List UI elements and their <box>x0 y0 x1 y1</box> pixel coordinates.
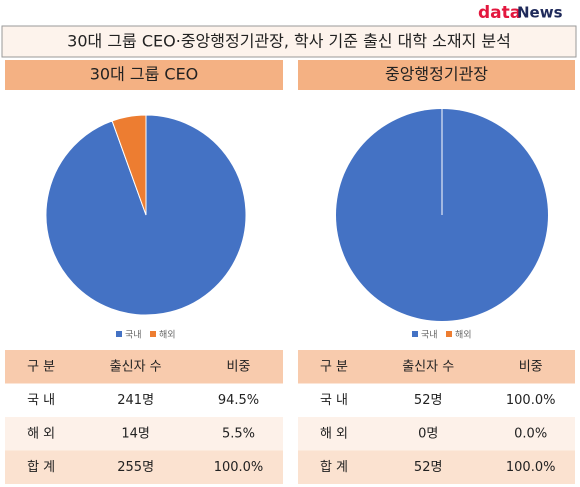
table-cell: 해 외 <box>320 427 348 442</box>
table-cell: 100.0% <box>506 460 556 475</box>
table-cell: 100.0% <box>214 460 264 475</box>
table-row <box>5 350 283 384</box>
legend-swatch <box>116 331 122 337</box>
chart-title: 중앙행정기관장 <box>385 65 488 84</box>
legend-swatch <box>150 331 156 337</box>
legend-label: 국내 <box>125 330 142 341</box>
table-row <box>5 417 283 451</box>
table-cell: 국 내 <box>320 393 348 408</box>
title-box <box>1 25 577 58</box>
table-header-cell: 비중 <box>227 360 251 375</box>
chart-header <box>298 60 575 90</box>
table-cell: 해 외 <box>27 427 55 442</box>
table-header-cell: 구 분 <box>320 360 348 375</box>
table-cell: 255명 <box>117 460 154 475</box>
title: 30대 그룹 CEO·중앙행정기관장, 학사 기준 출신 대학 소재지 분석 <box>67 32 511 51</box>
table-cell: 94.5% <box>218 393 259 408</box>
table-header-cell: 비중 <box>519 360 543 375</box>
table-header-cell: 출신자 수 <box>402 360 454 375</box>
table-header-cell: 출신자 수 <box>110 360 162 375</box>
table-cell: 100.0% <box>506 393 556 408</box>
legend-swatch <box>412 331 418 337</box>
table-cell: 합 계 <box>320 460 348 475</box>
table-row <box>5 383 283 417</box>
chart-header <box>5 60 283 90</box>
table-row <box>5 450 283 484</box>
chart-title: 30대 그룹 CEO <box>90 65 199 84</box>
table-row <box>298 417 575 451</box>
table-cell: 0명 <box>418 427 438 442</box>
logo-brand: data <box>478 3 521 23</box>
table-row <box>298 450 575 484</box>
table-row <box>298 383 575 417</box>
table-header-cell: 구 분 <box>27 360 55 375</box>
table-cell: 5.5% <box>222 427 255 442</box>
table-cell: 0.0% <box>514 427 547 442</box>
legend-label: 해외 <box>455 329 472 341</box>
table-cell: 52명 <box>414 460 443 475</box>
table-cell: 241명 <box>117 393 154 408</box>
table-row <box>298 350 575 384</box>
pie-slice <box>111 114 147 216</box>
table-cell: 합 계 <box>27 460 55 475</box>
legend-label: 국내 <box>421 330 438 341</box>
legend-label: 해외 <box>159 329 176 341</box>
table-cell: 국 내 <box>27 393 55 408</box>
legend-swatch <box>446 331 452 337</box>
logo-suffix: News <box>517 4 563 22</box>
table-cell: 52명 <box>414 393 443 408</box>
table-cell: 14명 <box>121 427 150 442</box>
